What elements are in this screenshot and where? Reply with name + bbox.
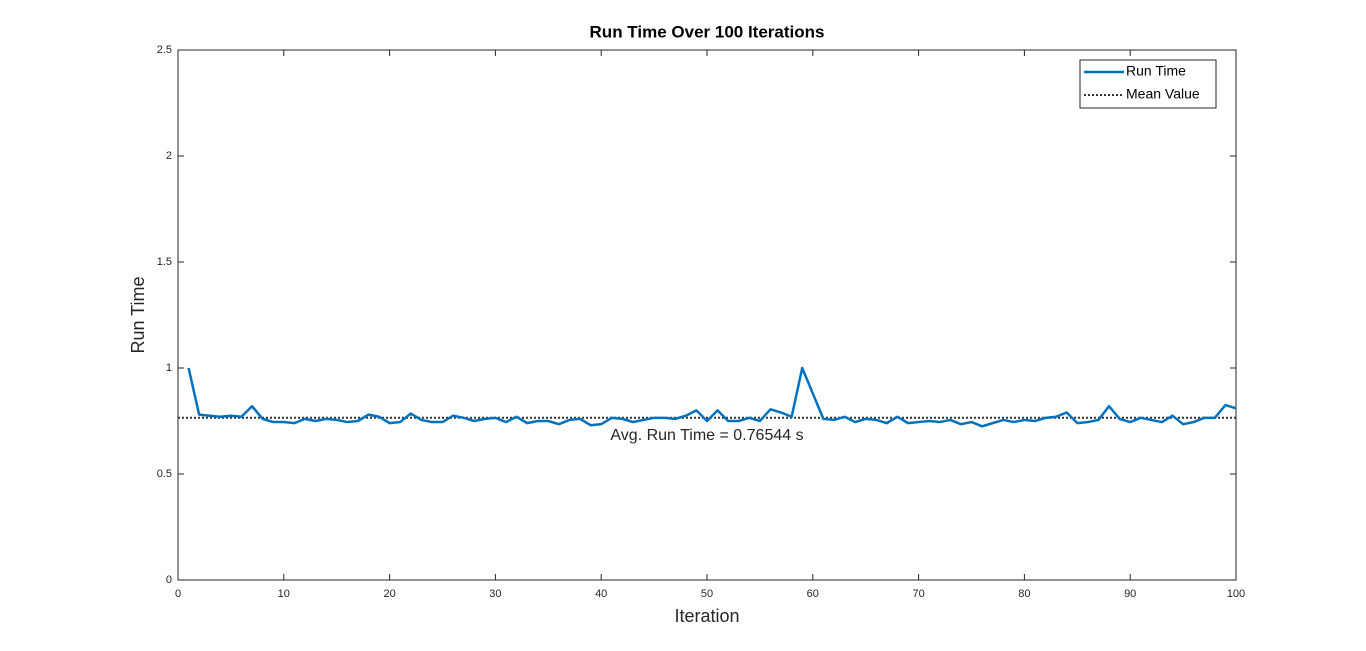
data-line — [187, 366, 1237, 428]
x-axis-label: Iteration — [674, 606, 739, 626]
plot-area — [177, 49, 1237, 581]
y-tick-label: 0.5 — [157, 468, 172, 480]
x-tick-label: 100 — [1227, 588, 1245, 600]
x-tick-label: 40 — [595, 588, 607, 600]
y-tick-label: 2.5 — [157, 44, 172, 56]
y-tick-label: 1 — [166, 362, 172, 374]
y-tick-label: 0 — [166, 574, 172, 586]
x-tick-label: 70 — [912, 588, 924, 600]
chart-title: Run Time Over 100 Iterations — [590, 22, 825, 41]
x-tick-label: 80 — [1018, 588, 1030, 600]
x-tick-label: 60 — [807, 588, 819, 600]
y-tick-label: 2 — [166, 150, 172, 162]
legend-label: Run Time — [1126, 63, 1186, 79]
x-tick-label: 90 — [1124, 588, 1136, 600]
legend-box — [1079, 59, 1217, 109]
x-tick-label: 50 — [701, 588, 713, 600]
annotation: Avg. Run Time = 0.76544 s — [610, 427, 803, 444]
y-axis-label: Run Time — [128, 276, 148, 353]
x-tick-label: 30 — [489, 588, 501, 600]
y-tick-label: 1.5 — [157, 256, 172, 268]
legend-label: Mean Value — [1126, 86, 1200, 102]
x-tick-label: 20 — [383, 588, 395, 600]
x-tick-label: 10 — [278, 588, 290, 600]
x-tick-label: 0 — [175, 588, 181, 600]
